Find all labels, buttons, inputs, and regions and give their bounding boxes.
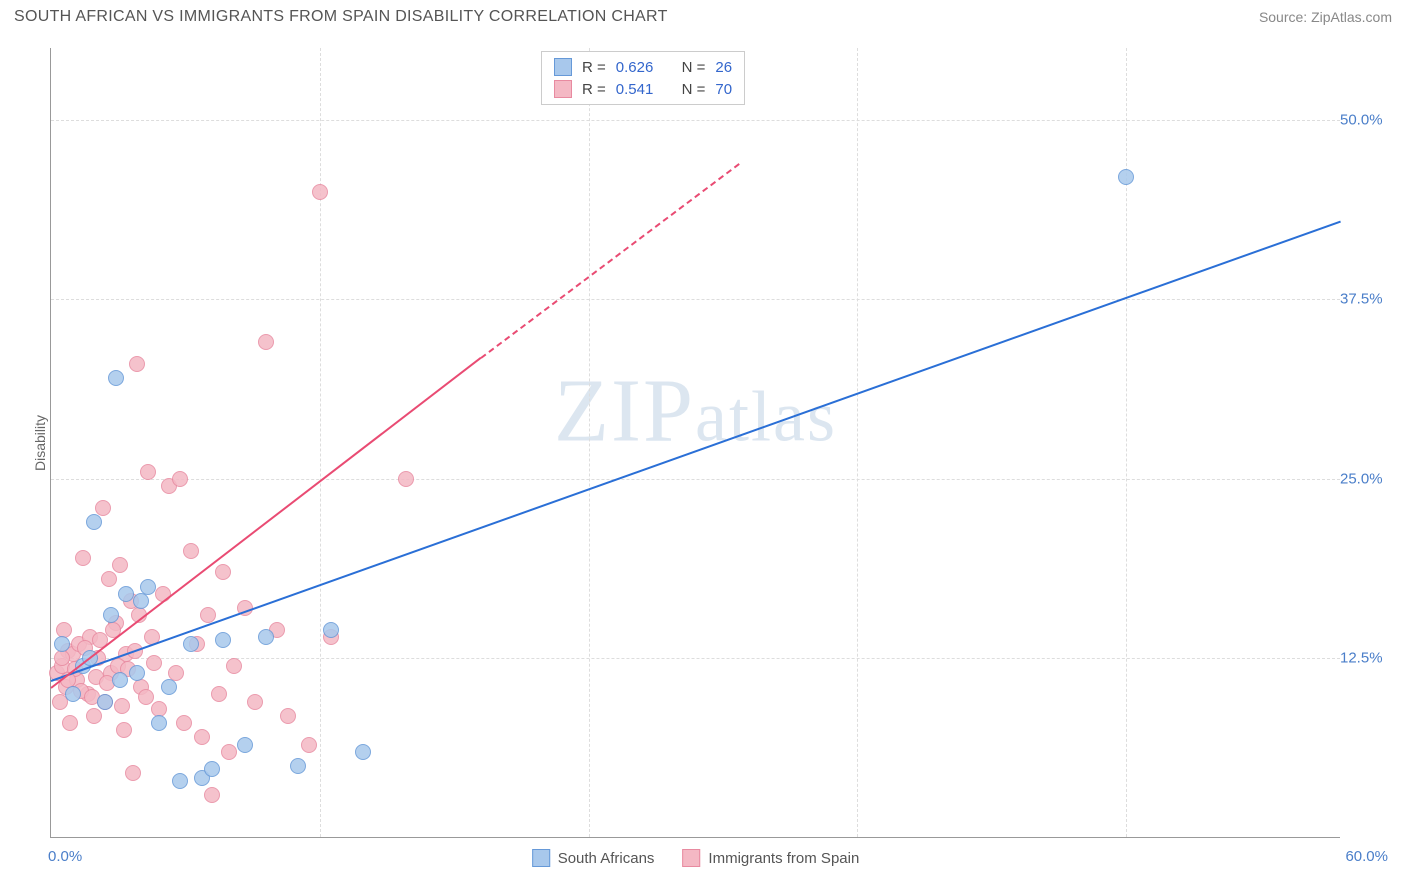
scatter-point-immigrants_spain: [146, 655, 162, 671]
scatter-point-immigrants_spain: [62, 715, 78, 731]
scatter-point-immigrants_spain: [101, 571, 117, 587]
y-axis-label: Disability: [32, 415, 48, 471]
grid-line-horizontal: [51, 479, 1340, 480]
scatter-point-south_africans: [97, 694, 113, 710]
x-tick-label-min: 0.0%: [48, 848, 82, 865]
stats-row-immigrants_spain: R =0.541 N =70: [554, 78, 732, 100]
color-swatch-icon: [554, 80, 572, 98]
scatter-point-south_africans: [290, 758, 306, 774]
header: SOUTH AFRICAN VS IMMIGRANTS FROM SPAIN D…: [0, 0, 1406, 30]
scatter-point-south_africans: [161, 679, 177, 695]
scatter-point-immigrants_spain: [194, 729, 210, 745]
scatter-point-immigrants_spain: [247, 694, 263, 710]
stats-legend-box: R =0.626 N =26R =0.541 N =70: [541, 51, 745, 105]
scatter-point-south_africans: [103, 607, 119, 623]
scatter-point-south_africans: [86, 514, 102, 530]
scatter-point-immigrants_spain: [140, 464, 156, 480]
bottom-legend: South Africans Immigrants from Spain: [532, 849, 860, 867]
grid-line-horizontal: [51, 120, 1340, 121]
scatter-point-immigrants_spain: [280, 708, 296, 724]
scatter-point-immigrants_spain: [56, 622, 72, 638]
color-swatch-icon: [682, 849, 700, 867]
scatter-point-south_africans: [65, 686, 81, 702]
color-swatch-icon: [554, 58, 572, 76]
x-tick-label-max: 60.0%: [1345, 848, 1388, 865]
y-tick-label: 50.0%: [1340, 111, 1390, 128]
scatter-point-south_africans: [215, 632, 231, 648]
stats-row-south_africans: R =0.626 N =26: [554, 56, 732, 78]
scatter-point-south_africans: [133, 593, 149, 609]
scatter-point-immigrants_spain: [221, 744, 237, 760]
trend-line: [51, 220, 1342, 682]
scatter-point-immigrants_spain: [215, 564, 231, 580]
scatter-point-immigrants_spain: [95, 500, 111, 516]
grid-line-vertical: [1126, 48, 1127, 837]
grid-line-vertical: [320, 48, 321, 837]
color-swatch-icon: [532, 849, 550, 867]
scatter-point-south_africans: [151, 715, 167, 731]
chart-title: SOUTH AFRICAN VS IMMIGRANTS FROM SPAIN D…: [14, 8, 668, 26]
plot-area: ZIPatlas 12.5%25.0%37.5%50.0%0.0%60.0%R …: [50, 48, 1340, 838]
scatter-point-immigrants_spain: [75, 550, 91, 566]
watermark: ZIPatlas: [554, 359, 837, 462]
scatter-point-immigrants_spain: [312, 184, 328, 200]
scatter-point-south_africans: [323, 622, 339, 638]
trend-line: [480, 163, 739, 359]
scatter-point-south_africans: [1118, 169, 1134, 185]
scatter-point-south_africans: [108, 370, 124, 386]
scatter-point-immigrants_spain: [301, 737, 317, 753]
scatter-point-immigrants_spain: [138, 689, 154, 705]
legend-label: Immigrants from Spain: [708, 850, 859, 867]
legend-label: South Africans: [558, 850, 655, 867]
scatter-point-south_africans: [54, 636, 70, 652]
scatter-point-south_africans: [118, 586, 134, 602]
grid-line-horizontal: [51, 299, 1340, 300]
scatter-point-immigrants_spain: [125, 765, 141, 781]
scatter-point-south_africans: [258, 629, 274, 645]
scatter-point-immigrants_spain: [129, 356, 145, 372]
scatter-point-immigrants_spain: [54, 650, 70, 666]
scatter-point-south_africans: [355, 744, 371, 760]
scatter-point-south_africans: [183, 636, 199, 652]
legend-item-immigrants_spain: Immigrants from Spain: [682, 849, 859, 867]
scatter-point-immigrants_spain: [183, 543, 199, 559]
chart-container: Disability ZIPatlas 12.5%25.0%37.5%50.0%…: [50, 48, 1390, 838]
grid-line-vertical: [857, 48, 858, 837]
grid-line-horizontal: [51, 658, 1340, 659]
scatter-point-immigrants_spain: [116, 722, 132, 738]
legend-item-south_africans: South Africans: [532, 849, 655, 867]
scatter-point-south_africans: [129, 665, 145, 681]
scatter-point-immigrants_spain: [176, 715, 192, 731]
scatter-point-immigrants_spain: [204, 787, 220, 803]
scatter-point-south_africans: [204, 761, 220, 777]
y-tick-label: 37.5%: [1340, 291, 1390, 308]
scatter-point-immigrants_spain: [172, 471, 188, 487]
scatter-point-immigrants_spain: [112, 557, 128, 573]
scatter-point-south_africans: [112, 672, 128, 688]
scatter-point-south_africans: [237, 737, 253, 753]
y-tick-label: 25.0%: [1340, 470, 1390, 487]
y-tick-label: 12.5%: [1340, 650, 1390, 667]
scatter-point-immigrants_spain: [211, 686, 227, 702]
source-attribution: Source: ZipAtlas.com: [1259, 9, 1392, 25]
scatter-point-immigrants_spain: [114, 698, 130, 714]
scatter-point-immigrants_spain: [258, 334, 274, 350]
grid-line-vertical: [589, 48, 590, 837]
scatter-point-south_africans: [172, 773, 188, 789]
scatter-point-immigrants_spain: [86, 708, 102, 724]
scatter-point-immigrants_spain: [398, 471, 414, 487]
scatter-point-immigrants_spain: [226, 658, 242, 674]
